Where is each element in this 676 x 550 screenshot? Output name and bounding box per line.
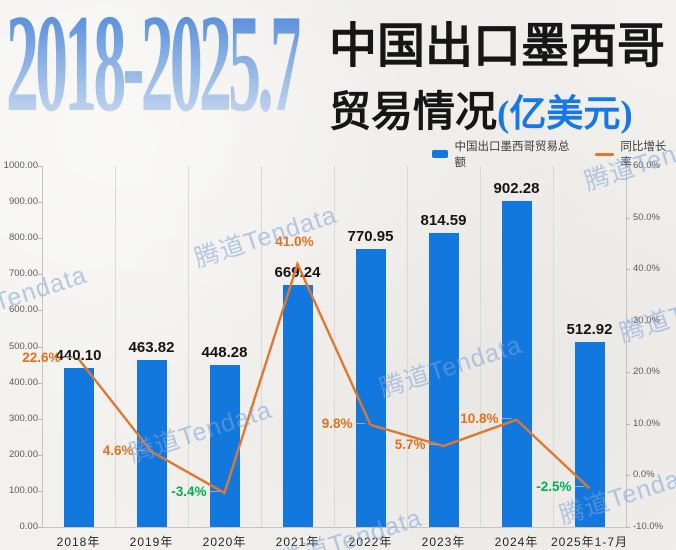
right-axis-tick-label: 20.0% [633, 366, 660, 378]
right-axis-tick [626, 320, 630, 322]
page-subtitle-text: 贸易情况 [329, 90, 498, 136]
right-axis-tick [626, 423, 630, 425]
bar [282, 285, 313, 527]
left-axis-tick-label: 200.00 [8, 448, 38, 460]
right-axis-tick-label: 30.0% [633, 314, 660, 326]
x-axis-category-label: 2025年1-7月 [550, 535, 629, 549]
growth-rate-label: -3.4% [171, 483, 220, 499]
growth-rate-label: 22.6% [22, 349, 74, 365]
bar-value-label: 814.59 [420, 211, 467, 229]
label-connector-dash [63, 356, 74, 358]
right-axis-tick [626, 166, 630, 167]
left-axis-tick-label: 900.00 [8, 196, 38, 208]
left-axis-tick [38, 382, 42, 384]
left-axis-tick [38, 238, 42, 240]
growth-rate-text: -2.5% [536, 479, 572, 495]
right-axis-tick [626, 372, 630, 374]
growth-rate-label: -2.5% [536, 479, 585, 495]
left-axis-tick-label: 0.00 [19, 521, 39, 532]
right-axis-tick [626, 217, 630, 219]
bar [209, 365, 240, 527]
growth-rate-text: 5.7% [394, 437, 426, 453]
left-axis-tick [38, 310, 42, 312]
label-connector-dash [501, 417, 512, 419]
bottom-axis-line [42, 527, 626, 528]
legend-bar-swatch-icon [432, 150, 449, 158]
right-axis-tick-label: 60.0% [633, 160, 660, 171]
left-axis-tick [38, 166, 42, 167]
right-axis-tick-label: -10.0% [633, 521, 664, 532]
label-connector-dash [209, 490, 220, 492]
page-subtitle-unit: (亿美元) [497, 94, 633, 135]
left-axis-tick-label: 800.00 [8, 232, 38, 244]
growth-rate-label: 9.8% [322, 416, 366, 431]
left-axis-tick [38, 527, 42, 528]
title-year-range: 2018-2025.7 [6, 0, 303, 134]
left-axis-tick-label: 300.00 [8, 412, 38, 424]
label-connector-dash [136, 449, 147, 451]
growth-rate-text: 10.8% [460, 410, 499, 426]
right-axis-tick [626, 269, 630, 271]
left-axis-tick-label: 500.00 [8, 340, 38, 352]
page-title: 中国出口墨西哥 [329, 20, 666, 73]
x-axis-category-label: 2024年 [494, 535, 539, 549]
bar-value-label: 669.24 [274, 264, 321, 282]
left-axis-tick [38, 202, 42, 204]
bar-value-label: 448.28 [201, 344, 248, 362]
bar-value-label: 463.82 [128, 338, 175, 356]
x-axis-category-label: 2020年 [202, 535, 247, 549]
right-axis-tick [626, 527, 630, 528]
right-axis-tick [626, 475, 630, 477]
growth-rate-label: 4.6% [103, 443, 147, 458]
legend-bar-label: 中国出口墨西哥贸易总额 [454, 141, 570, 169]
label-connector-dash [355, 422, 366, 424]
growth-rate-label: 5.7% [395, 437, 439, 452]
x-axis-category-label: 2019年 [129, 535, 174, 549]
grid-separator [553, 166, 554, 527]
left-axis-tick-label: 100.00 [8, 484, 38, 496]
x-axis-category-label: 2018年 [56, 535, 101, 549]
legend-line-label: 同比增长率 [620, 141, 667, 169]
left-axis-tick-label: 700.00 [8, 268, 38, 280]
growth-rate-text: 22.6% [22, 349, 61, 365]
right-axis-tick-label: 10.0% [633, 417, 660, 429]
right-axis-line [626, 166, 627, 527]
legend: 中国出口墨西哥贸易总额 同比增长率 [432, 138, 676, 170]
left-axis-tick-label: 1000.00 [3, 160, 38, 171]
right-axis-tick-label: 40.0% [633, 263, 660, 275]
label-connector-dash [574, 486, 585, 488]
growth-rate-text: -3.4% [171, 483, 207, 499]
growth-rate-label: 41.0% [275, 233, 314, 249]
left-axis-tick [38, 346, 42, 348]
growth-rate-text: 4.6% [102, 442, 134, 458]
left-axis-tick [38, 454, 42, 456]
label-connector-dash [428, 444, 439, 446]
legend-line-swatch-icon [594, 152, 615, 156]
left-axis-tick [38, 274, 42, 276]
bar [63, 368, 94, 527]
bar-value-label: 902.28 [493, 180, 540, 198]
x-axis-category-label: 2022年 [348, 535, 393, 549]
left-axis-tick-label: 400.00 [8, 376, 38, 388]
left-axis-tick [38, 418, 42, 420]
bar-value-label: 770.95 [347, 227, 394, 245]
right-axis-tick-label: 50.0% [633, 211, 660, 223]
left-axis-tick-label: 600.00 [8, 304, 38, 316]
left-axis-tick [38, 490, 42, 492]
right-axis-tick-label: 0.0% [633, 469, 655, 481]
left-axis-line [42, 166, 43, 527]
growth-rate-text: 9.8% [321, 415, 353, 431]
x-axis-category-label: 2023年 [421, 535, 466, 549]
page-subtitle: 贸易情况(亿美元) [329, 78, 633, 139]
growth-rate-label: 10.8% [460, 410, 512, 426]
x-axis-category-label: 2021年 [275, 535, 320, 549]
